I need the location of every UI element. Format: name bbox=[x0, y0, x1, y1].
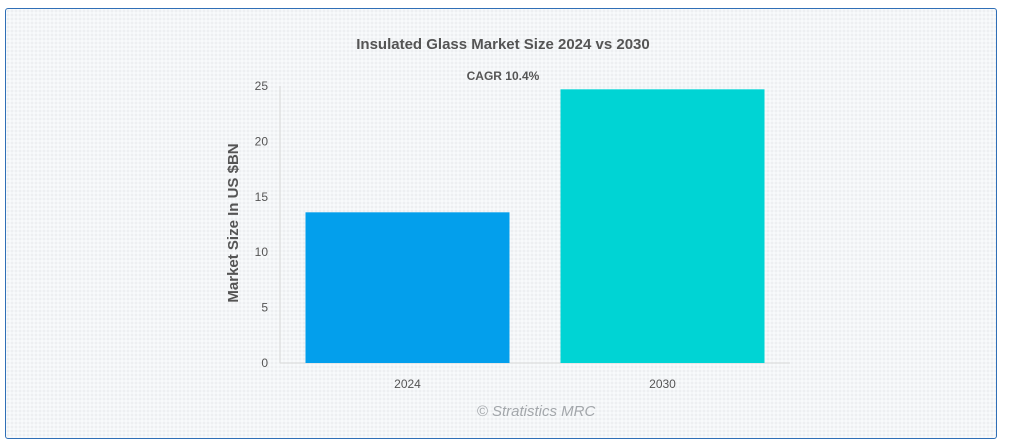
bar-2030 bbox=[560, 89, 765, 363]
bar-2024 bbox=[305, 212, 510, 363]
y-tick-label: 15 bbox=[255, 190, 269, 204]
y-axis-label: Market Size In US $BN bbox=[225, 143, 242, 302]
y-tick-label: 10 bbox=[255, 245, 269, 259]
cagr-annotation: CAGR 10.4% bbox=[467, 69, 540, 83]
y-tick-label: 0 bbox=[261, 356, 268, 370]
x-tick-label: 2030 bbox=[649, 377, 676, 391]
chart-title: Insulated Glass Market Size 2024 vs 2030 bbox=[356, 36, 650, 53]
x-ticks: 2024 2030 bbox=[394, 377, 676, 391]
y-tick-label: 20 bbox=[255, 134, 269, 148]
bars bbox=[305, 89, 765, 363]
watermark: © Stratistics MRC bbox=[477, 403, 596, 420]
y-ticks: 0 5 10 15 20 25 bbox=[255, 79, 269, 370]
x-tick-label: 2024 bbox=[394, 377, 421, 391]
y-tick-label: 5 bbox=[261, 301, 268, 315]
y-tick-label: 25 bbox=[255, 79, 269, 93]
